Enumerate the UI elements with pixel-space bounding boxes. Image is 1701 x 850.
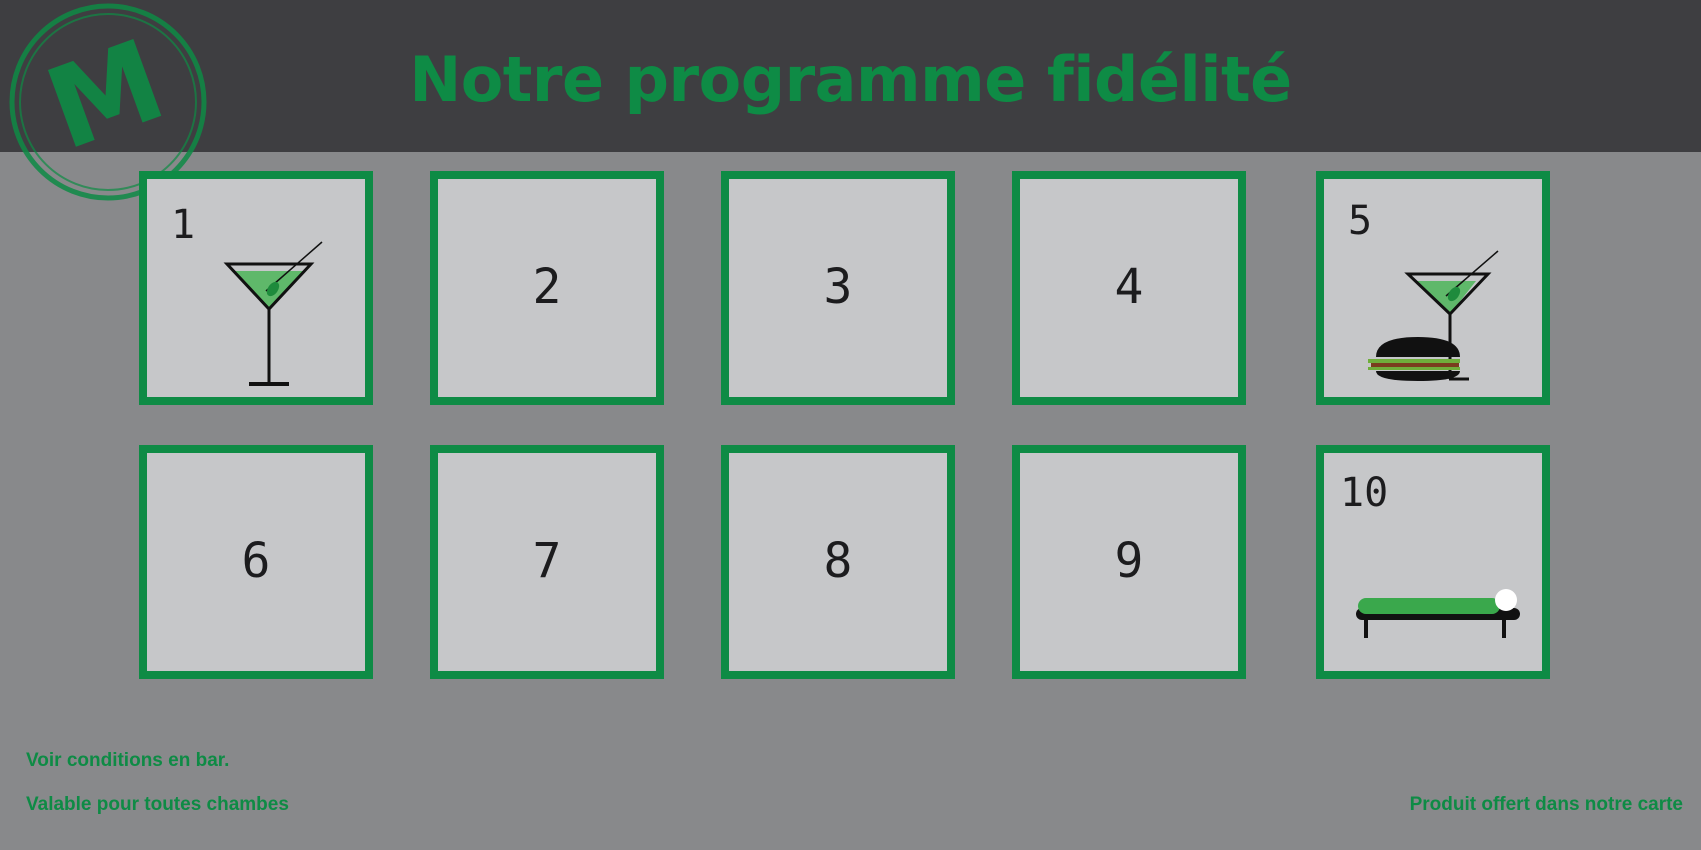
stamp-card-2: 2 <box>430 171 664 405</box>
logo-letter: M <box>31 15 180 175</box>
sunbed-icon <box>1356 589 1520 638</box>
validity-note: Valable pour toutes chambes <box>26 794 289 815</box>
conditions-note: Voir conditions en bar. <box>26 750 230 771</box>
stamp-card-9: 9 <box>1012 445 1246 679</box>
stamp-number: 6 <box>241 533 271 589</box>
stamp-number: 3 <box>823 259 853 315</box>
logo: M <box>6 1 210 203</box>
stamp-card-4: 4 <box>1012 171 1246 405</box>
stamp-number: 4 <box>1114 259 1144 315</box>
offer-note: Produit offert dans notre carte <box>1409 794 1683 815</box>
stamp-card-1: 1 <box>139 171 373 405</box>
stamp-number: 5 <box>1348 198 1373 244</box>
stamp-card-8: 8 <box>721 445 955 679</box>
stamp-number: 1 <box>171 202 196 248</box>
stamp-card-6: 6 <box>139 445 373 679</box>
header-bar <box>0 0 1701 152</box>
cocktail-and-burger-icon <box>1368 250 1499 381</box>
stamp-number: 10 <box>1340 470 1389 516</box>
stamp-number: 9 <box>1114 533 1144 589</box>
stamp-card-5: 5 <box>1316 171 1550 405</box>
cocktail-glass-icon <box>223 241 323 386</box>
stamp-card-3: 3 <box>721 171 955 405</box>
stamp-number: 2 <box>532 259 562 315</box>
stamp-card-10: 10 <box>1316 445 1550 679</box>
stamp-card-7: 7 <box>430 445 664 679</box>
page-title: Notre programme fidélité <box>409 43 1292 116</box>
stamp-number: 8 <box>823 533 853 589</box>
stamp-number: 7 <box>532 533 562 589</box>
